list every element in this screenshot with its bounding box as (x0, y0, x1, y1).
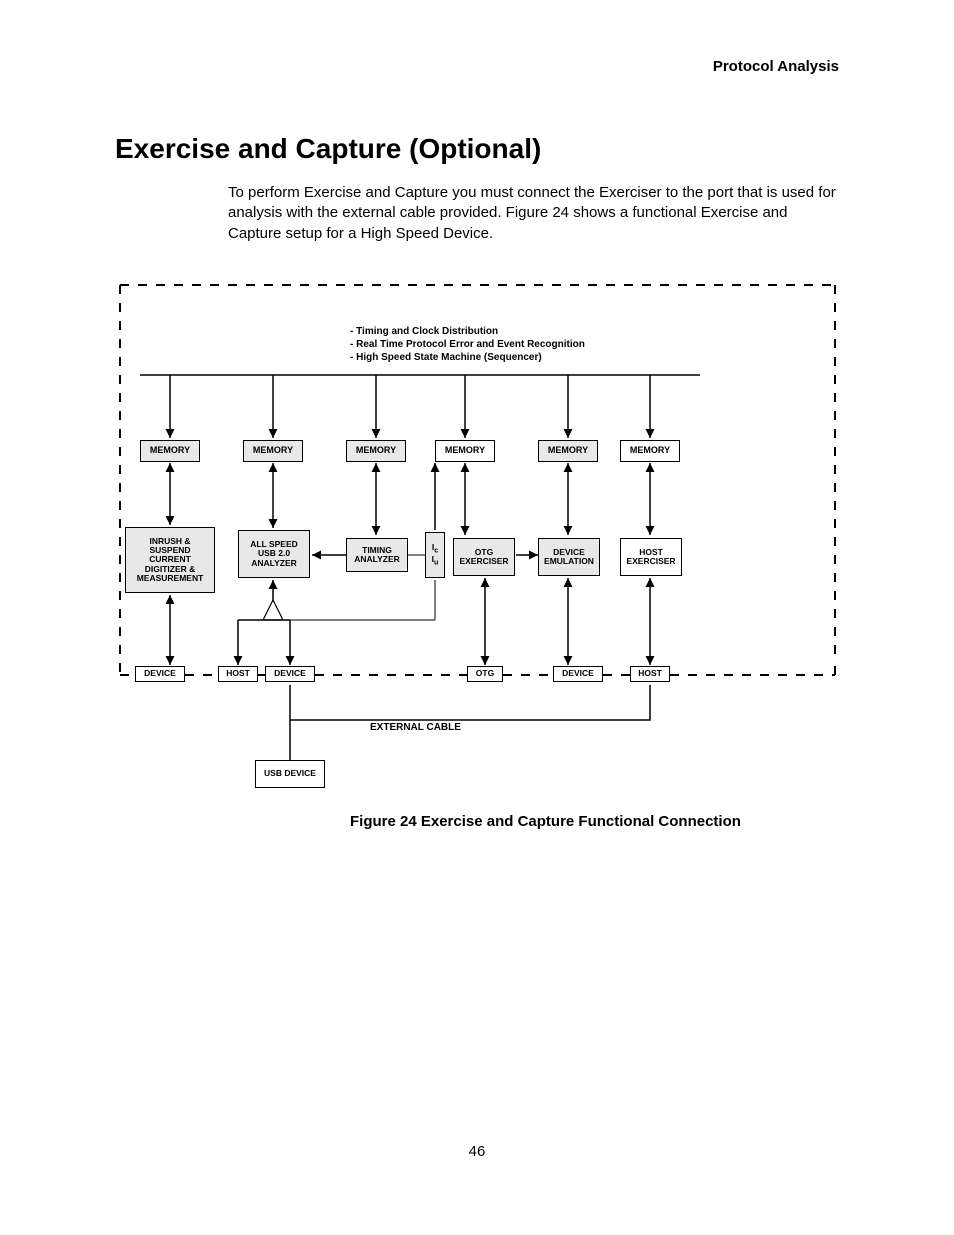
page-title: Exercise and Capture (Optional) (115, 133, 541, 165)
port-host-2: HOST (630, 666, 670, 682)
usb-device-box: USB DEVICE (255, 760, 325, 788)
ic-iu-box: Ic Iu (425, 532, 445, 578)
device-emulation-box: DEVICE EMULATION (538, 538, 600, 576)
note-line-2: - Real Time Protocol Error and Event Rec… (350, 338, 585, 351)
memory-box-2: MEMORY (243, 440, 303, 462)
port-device-1: DEVICE (135, 666, 185, 682)
note-line-1: - Timing and Clock Distribution (350, 325, 585, 338)
note-line-3: - High Speed State Machine (Sequencer) (350, 351, 585, 364)
memory-box-1: MEMORY (140, 440, 200, 462)
inrush-box: INRUSH & SUSPEND CURRENT DIGITIZER & MEA… (125, 527, 215, 593)
figure-diagram: - Timing and Clock Distribution - Real T… (110, 280, 850, 800)
port-device-3: DEVICE (553, 666, 603, 682)
port-device-2: DEVICE (265, 666, 315, 682)
otg-exerciser-box: OTG EXERCISER (453, 538, 515, 576)
host-exerciser-box: HOST EXERCISER (620, 538, 682, 576)
page-number: 46 (0, 1143, 954, 1160)
external-cable-label: EXTERNAL CABLE (370, 722, 461, 733)
memory-box-6: MEMORY (620, 440, 680, 462)
memory-box-3: MEMORY (346, 440, 406, 462)
port-otg: OTG (467, 666, 503, 682)
header-section: Protocol Analysis (713, 58, 839, 75)
body-paragraph: To perform Exercise and Capture you must… (228, 183, 838, 244)
port-host-1: HOST (218, 666, 258, 682)
iu-label: Iu (432, 555, 439, 567)
analyzer-box: ALL SPEED USB 2.0 ANALYZER (238, 530, 310, 578)
memory-box-4: MEMORY (435, 440, 495, 462)
memory-box-5: MEMORY (538, 440, 598, 462)
page: Protocol Analysis Exercise and Capture (… (0, 0, 954, 1235)
figure-caption: Figure 24 Exercise and Capture Functiona… (350, 813, 741, 830)
timing-analyzer-box: TIMING ANALYZER (346, 538, 408, 572)
diagram-notes: - Timing and Clock Distribution - Real T… (350, 325, 585, 364)
